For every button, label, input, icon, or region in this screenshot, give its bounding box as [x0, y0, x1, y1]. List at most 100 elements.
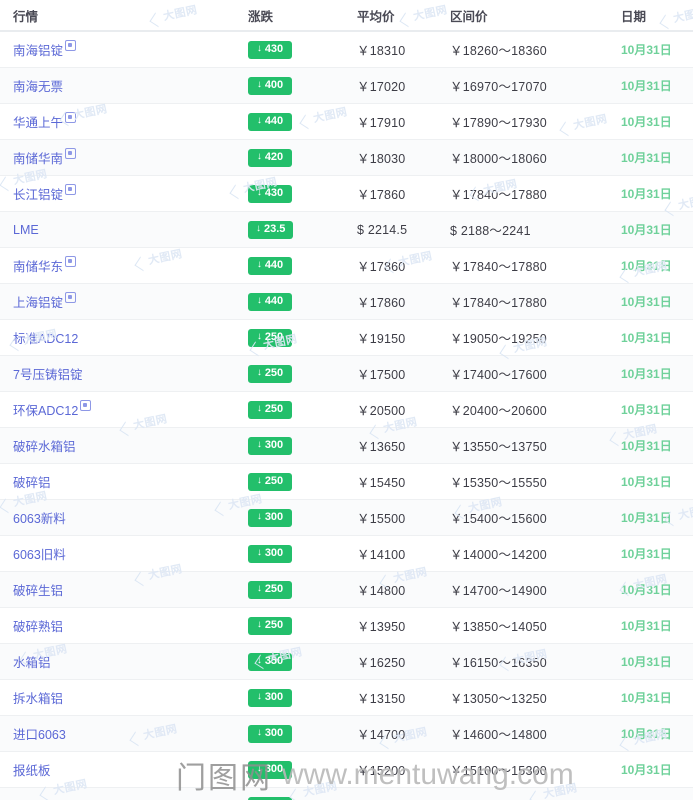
table-row[interactable]: 拆水箱铝 ↓ 300 ￥13150 ￥13050～13250 10月31日	[0, 679, 693, 716]
cell-name[interactable]: 6063旧料	[0, 535, 228, 572]
cell-date: 10月31日	[598, 571, 693, 608]
quote-name-link[interactable]: LME	[0, 223, 228, 237]
cell-change: ↓ 300	[228, 427, 328, 464]
cell-name[interactable]: 破碎水箱铝	[0, 427, 228, 464]
cell-name[interactable]: 华通上午	[0, 103, 228, 140]
quote-name-link[interactable]: 7号压铸铝锭	[0, 364, 228, 383]
cell-range-price: ￥17840～17880	[423, 175, 598, 212]
table-row[interactable]: 破碎铝 ↓ 250 ￥15450 ￥15350～15550 10月31日	[0, 463, 693, 500]
table-row[interactable]: 标准ADC12 ↓ 250 ￥19150 ￥19050～19250 10月31日	[0, 319, 693, 356]
cell-name[interactable]: 破碎生铝	[0, 571, 228, 608]
average-price-value: ￥13950	[357, 620, 406, 634]
quote-name-label: 长江铝锭	[13, 188, 64, 202]
quote-name-link[interactable]: 华通上午	[0, 112, 228, 131]
range-price-value: ￥15350～15550	[450, 476, 547, 490]
cell-range-price: ￥17840～17880	[423, 247, 598, 284]
date-value: 10月31日	[621, 763, 672, 777]
info-badge-icon	[65, 256, 77, 267]
quote-name-link[interactable]: 破碎铝	[0, 472, 228, 491]
table-row[interactable]: 南海铝锭 ↓ 430 ￥18310 ￥18260～18360 10月31日	[0, 31, 693, 68]
cell-name[interactable]: 进口6063	[0, 715, 228, 752]
cell-range-price: ￥17840～17880	[423, 283, 598, 320]
quote-name-link[interactable]: 南海铝锭	[0, 40, 228, 59]
table-row[interactable]: 破碎熟铝 ↓ 250 ￥13950 ￥13850～14050 10月31日	[0, 607, 693, 644]
cell-name[interactable]: 破碎熟铝	[0, 607, 228, 644]
quote-name-label: 进口6063	[13, 728, 66, 742]
cell-name[interactable]: 拆水箱铝	[0, 679, 228, 716]
date-value: 10月31日	[621, 511, 672, 525]
table-row[interactable]: 6063新料 ↓ 300 ￥15500 ￥15400～15600 10月31日	[0, 499, 693, 536]
column-header-range-price[interactable]: 区间价	[423, 0, 598, 32]
change-badge: ↓ 440	[248, 256, 292, 275]
range-price-value: ￥20400～20600	[450, 404, 547, 418]
table-row[interactable]: 报纸板 ↓ 300 ￥15200 ￥15100～15300 10月31日	[0, 751, 693, 788]
table-row[interactable]: 破碎生铝 ↓ 250 ￥14800 ￥14700～14900 10月31日	[0, 571, 693, 608]
quote-name-link[interactable]: 南海无票	[0, 76, 228, 95]
change-cell-wrap: ↓ 440	[228, 292, 328, 311]
cell-name[interactable]: 7号压铸铝锭	[0, 355, 228, 392]
cell-date: 10月31日	[598, 175, 693, 212]
quote-name-link[interactable]: 破碎水箱铝	[0, 436, 228, 455]
table-row[interactable]: 长江铝锭 ↓ 430 ￥17860 ￥17840～17880 10月31日	[0, 175, 693, 212]
cell-date: 10月31日	[598, 499, 693, 536]
quote-name-link[interactable]: 进口6063	[0, 724, 228, 743]
quote-name-link[interactable]: 上海铝锭	[0, 292, 228, 311]
cell-name[interactable]: 破碎铝	[0, 463, 228, 500]
quote-name-link[interactable]: 6063旧料	[0, 544, 228, 563]
cell-name[interactable]: 割胶铝皮	[0, 787, 228, 800]
column-header-date[interactable]: 日期	[598, 0, 693, 32]
cell-change: ↓ 250	[228, 319, 328, 356]
info-badge-icon	[80, 400, 92, 411]
table-row[interactable]: 华通上午 ↓ 440 ￥17910 ￥17890～17930 10月31日	[0, 103, 693, 140]
cell-name[interactable]: 南海铝锭	[0, 31, 228, 68]
cell-name[interactable]: 南储华东	[0, 247, 228, 284]
table-row[interactable]: 水箱铝 ↓ 350 ￥16250 ￥16150～16350 10月31日	[0, 643, 693, 680]
table-row[interactable]: 南储华东 ↓ 440 ￥17860 ￥17840～17880 10月31日	[0, 247, 693, 284]
table-row[interactable]: 环保ADC12 ↓ 250 ￥20500 ￥20400～20600 10月31日	[0, 391, 693, 428]
quote-name-link[interactable]: 南储华东	[0, 256, 228, 275]
cell-name[interactable]: 6063新料	[0, 499, 228, 536]
column-header-name[interactable]: 行情	[0, 0, 228, 32]
cell-name[interactable]: 水箱铝	[0, 643, 228, 680]
quote-name-link[interactable]: 割胶铝皮	[0, 796, 228, 800]
date-value: 10月31日	[621, 655, 672, 669]
table-row[interactable]: LME ↓ 23.5 $ 2214.5 $ 2188～2241 10月31日	[0, 211, 693, 248]
quote-name-link[interactable]: 6063新料	[0, 508, 228, 527]
table-row[interactable]: 割胶铝皮 ↓350 ￥15850￥13750～1595010月31日	[0, 787, 693, 800]
column-header-change[interactable]: 涨跌	[228, 0, 328, 32]
cell-name[interactable]: 南储华南	[0, 139, 228, 176]
quote-name-link[interactable]: 标准ADC12	[0, 328, 228, 347]
table-row[interactable]: 上海铝锭 ↓ 440 ￥17860 ￥17840～17880 10月31日	[0, 283, 693, 320]
cell-name[interactable]: LME	[0, 211, 228, 248]
table-row[interactable]: 南海无票 ↓ 400 ￥17020 ￥16970～17070 10月31日	[0, 67, 693, 104]
cell-range-price: ￥16970～17070	[423, 67, 598, 104]
change-value: 300	[264, 547, 284, 559]
cell-name[interactable]: 南海无票	[0, 67, 228, 104]
cell-date: 10月31日	[598, 283, 693, 320]
table-row[interactable]: 6063旧料 ↓ 300 ￥14100 ￥14000～14200 10月31日	[0, 535, 693, 572]
cell-name[interactable]: 环保ADC12	[0, 391, 228, 428]
table-row[interactable]: 破碎水箱铝 ↓ 300 ￥13650 ￥13550～13750 10月31日	[0, 427, 693, 464]
change-cell-wrap: ↓ 300	[228, 724, 328, 743]
cell-name[interactable]: 标准ADC12	[0, 319, 228, 356]
cell-name[interactable]: 报纸板	[0, 751, 228, 788]
quote-name-link[interactable]: 破碎熟铝	[0, 616, 228, 635]
quote-name-link[interactable]: 环保ADC12	[0, 400, 228, 419]
cell-name[interactable]: 上海铝锭	[0, 283, 228, 320]
date-value: 10月31日	[621, 331, 672, 345]
cell-average-price: ￥13650	[328, 427, 423, 464]
table-row[interactable]: 南储华南 ↓ 420 ￥18030 ￥18000～18060 10月31日	[0, 139, 693, 176]
table-row[interactable]: 7号压铸铝锭 ↓ 250 ￥17500 ￥17400～17600 10月31日	[0, 355, 693, 392]
quote-name-link[interactable]: 南储华南	[0, 148, 228, 167]
quote-name-link[interactable]: 拆水箱铝	[0, 688, 228, 707]
cell-change: ↓ 440	[228, 283, 328, 320]
table-row[interactable]: 进口6063 ↓ 300 ￥14700 ￥14600～14800 10月31日	[0, 715, 693, 752]
quote-name-link[interactable]: 水箱铝	[0, 652, 228, 671]
change-badge: ↓ 300	[248, 688, 292, 707]
cell-name[interactable]: 长江铝锭	[0, 175, 228, 212]
quote-name-link[interactable]: 报纸板	[0, 760, 228, 779]
change-value: 250	[264, 403, 284, 415]
column-header-average-price[interactable]: 平均价	[328, 0, 423, 32]
quote-name-link[interactable]: 破碎生铝	[0, 580, 228, 599]
quote-name-link[interactable]: 长江铝锭	[0, 184, 228, 203]
